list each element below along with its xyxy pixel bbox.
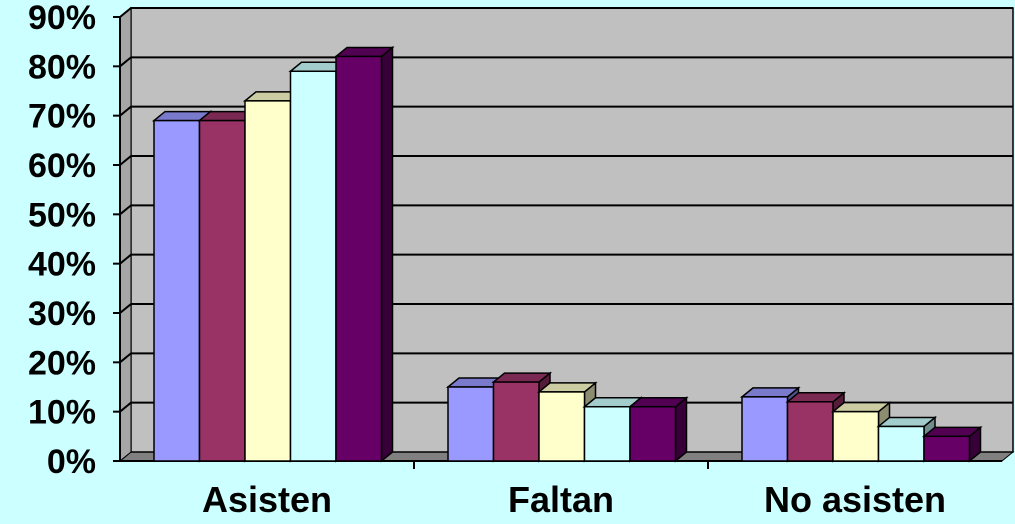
bar-top — [333, 46, 395, 58]
bar-front — [289, 70, 337, 462]
bar-top — [921, 426, 983, 438]
bar-front — [741, 396, 789, 462]
bar-top — [739, 387, 801, 398]
x-tick-label: Asisten — [202, 479, 332, 520]
y-tick-label: 60% — [28, 147, 96, 185]
y-tick-label: 50% — [28, 196, 96, 234]
bar-front — [492, 381, 540, 462]
bar-front — [583, 405, 631, 462]
bar-front — [877, 425, 925, 462]
bar-top — [627, 396, 689, 408]
bar-front — [198, 119, 246, 462]
x-tick-label: Faltan — [508, 479, 614, 520]
bar-front — [447, 386, 495, 462]
bar-front — [153, 119, 201, 462]
gridline — [119, 352, 1013, 364]
bar — [333, 45, 395, 463]
y-tick-label: 10% — [28, 394, 96, 432]
gridline — [119, 7, 1013, 18]
bar-top — [491, 372, 553, 383]
gridline — [119, 105, 1013, 117]
y-tick-label: 30% — [28, 295, 96, 333]
bar-top — [876, 416, 938, 428]
bar — [921, 425, 983, 463]
bar-front — [629, 405, 677, 462]
bar-front — [335, 55, 383, 462]
x-tick-labels: Asisten Faltan No asisten — [202, 479, 946, 520]
y-tick-label: 80% — [28, 48, 96, 86]
y-tick-label: 90% — [28, 0, 96, 37]
y-tick-label: 0% — [47, 443, 96, 481]
bar — [627, 396, 689, 463]
bar-side — [674, 396, 688, 463]
bar-front — [923, 435, 971, 462]
gridline — [119, 401, 1013, 413]
gridlines — [119, 7, 1013, 413]
bar-side — [380, 45, 394, 463]
y-tick-labels: 0% 10% 20% 30% 40% 50% 60% 70% 80% 90% — [28, 0, 96, 481]
y-tick-label: 70% — [28, 98, 96, 136]
gridline — [119, 155, 1013, 166]
plot-side-wall — [119, 6, 132, 463]
bar-top — [830, 401, 892, 413]
bar-front — [538, 391, 586, 462]
y-tick-label: 40% — [28, 246, 96, 284]
gridline — [119, 253, 1013, 265]
gridline — [119, 204, 1013, 216]
bars — [151, 45, 983, 463]
y-tick-label: 20% — [28, 344, 96, 382]
bar-front — [832, 410, 880, 462]
bar-front — [244, 100, 292, 462]
bar-front — [786, 401, 834, 462]
x-tick-label: No asisten — [764, 479, 946, 520]
bar-top — [785, 392, 847, 403]
gridline — [119, 303, 1013, 314]
gridline — [119, 56, 1013, 68]
bar-top — [536, 382, 598, 393]
